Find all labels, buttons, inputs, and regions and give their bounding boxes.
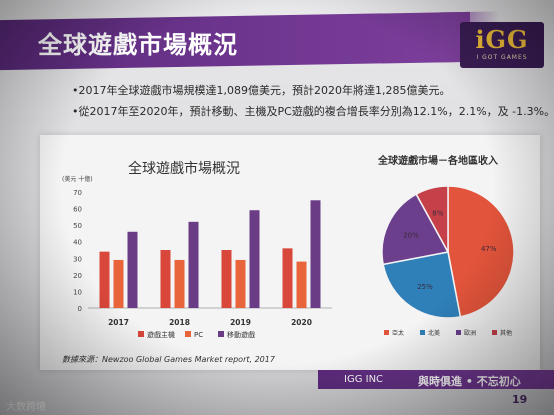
bullet-growth-rate: •從2017年至2020年，預計移動、主機及PC遊戲的複合增長率分別為12.1%… xyxy=(72,105,554,118)
footer-company: IGG INC xyxy=(344,374,384,385)
legend-swatch xyxy=(456,330,461,335)
bar-chart-title: 全球遊戲市場概況 xyxy=(128,161,240,177)
y-tick-label: 40 xyxy=(73,239,82,247)
legend-label: 其他 xyxy=(500,329,512,337)
pie-chart-title: 全球遊戲市場－各地區收入 xyxy=(378,156,498,167)
legend-label: PC xyxy=(194,331,203,339)
pie-label: 25% xyxy=(417,283,433,291)
legend-swatch xyxy=(384,330,389,335)
data-source: 數據來源：Newzoo Global Games Market report, … xyxy=(62,355,275,364)
bar-移動遊戲-2018 xyxy=(188,221,199,308)
x-tick-label: 2018 xyxy=(169,318,190,327)
slide-title: 全球遊戲市場概況 xyxy=(38,31,238,59)
page-number: 19 xyxy=(512,393,528,406)
x-tick-label: 2020 xyxy=(291,318,312,327)
legend-swatch xyxy=(420,330,425,335)
logo-text: iGG xyxy=(475,25,529,54)
pie-label: 8% xyxy=(432,209,443,217)
y-tick-label: 30 xyxy=(73,255,82,263)
y-tick-label: 10 xyxy=(73,288,82,296)
bar-PC-2020 xyxy=(296,261,307,308)
bar-遊戲主機-2017 xyxy=(99,251,110,308)
pie-label: 20% xyxy=(403,232,419,240)
legend-swatch xyxy=(185,331,191,337)
x-tick-label: 2019 xyxy=(230,318,251,327)
x-tick-label: 2017 xyxy=(108,318,129,327)
logo-subtext: I GOT GAMES xyxy=(476,54,528,61)
y-tick-label: 20 xyxy=(73,272,82,280)
legend-label: 亞太 xyxy=(392,329,404,337)
bar-chart: 0 10 20 30 40 50 60 70 2017 2018 2019 2020 遊戲主機 PC 移動遊… xyxy=(73,189,332,339)
legend-label: 北美 xyxy=(428,329,440,337)
bar-移動遊戲-2020 xyxy=(310,200,321,308)
legend-swatch xyxy=(138,331,144,337)
pie-chart: 47% 25% 20% 8% 亞太 北美 歐洲 其他 xyxy=(381,185,515,337)
bar-遊戲主機-2018 xyxy=(160,250,171,308)
pie-slice-北美 xyxy=(382,251,462,319)
legend-label: 移動遊戲 xyxy=(227,330,255,339)
y-tick-label: 60 xyxy=(73,206,82,214)
y-tick-label: 70 xyxy=(73,189,82,197)
footer-slogan: 與時俱進 • 不忘初心 xyxy=(418,375,521,388)
watermark: 大数跨境 xyxy=(6,402,46,413)
legend-label: 遊戲主機 xyxy=(147,330,175,339)
pie-slice-其他 xyxy=(415,185,449,253)
pie-slice-亞太 xyxy=(447,185,515,318)
y-tick-label: 50 xyxy=(73,222,82,230)
bar-chart-unit: (美元 十億) xyxy=(62,176,93,183)
bar-PC-2018 xyxy=(174,259,185,308)
bar-遊戲主機-2020 xyxy=(282,248,293,308)
bar-移動遊戲-2019 xyxy=(249,210,260,308)
pie-slice-歐洲 xyxy=(381,193,450,266)
bar-移動遊戲-2017 xyxy=(127,231,138,308)
legend-swatch xyxy=(218,331,224,337)
bar-遊戲主機-2019 xyxy=(221,250,232,308)
bar-PC-2017 xyxy=(113,259,124,308)
logo-icon xyxy=(460,22,544,68)
legend-swatch xyxy=(492,330,497,335)
bar-PC-2019 xyxy=(235,259,246,308)
legend-label: 歐洲 xyxy=(464,329,476,337)
y-tick-label: 0 xyxy=(78,305,82,313)
pie-label: 47% xyxy=(481,245,497,253)
footer-band xyxy=(318,370,554,389)
bullet-market-size: •2017年全球遊戲市場規模達1,089億美元，預計2020年將達1,285億美… xyxy=(72,84,451,97)
